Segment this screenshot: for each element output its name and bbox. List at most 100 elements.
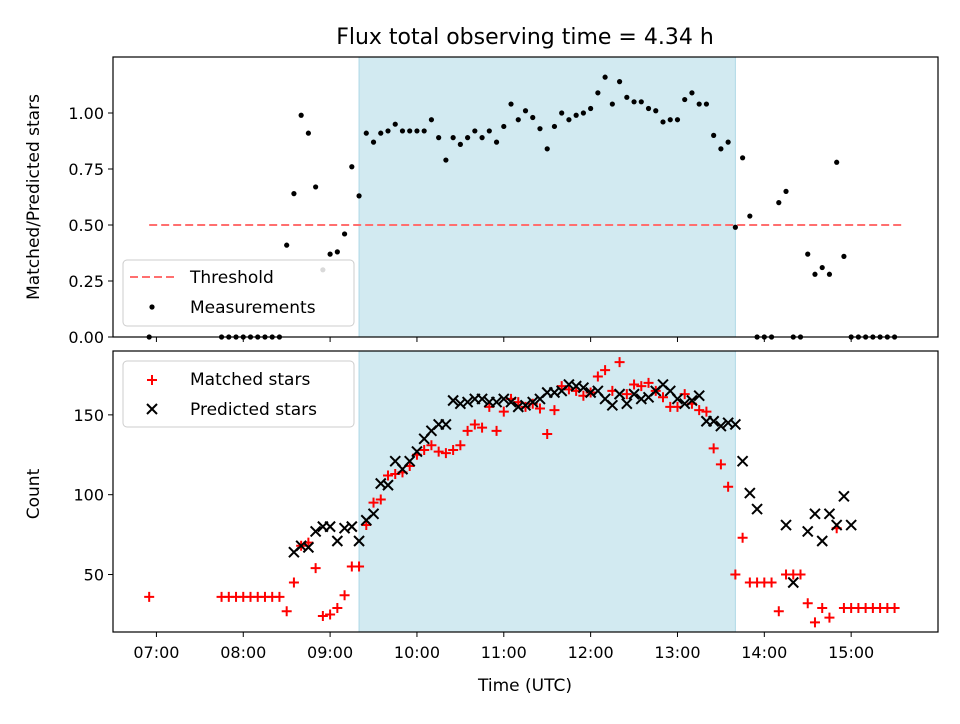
matched-star-point xyxy=(766,577,777,588)
measurement-point xyxy=(399,128,406,134)
measurement-point xyxy=(457,141,463,147)
measurement-point xyxy=(522,108,529,114)
legend-matched-label: Matched stars xyxy=(190,370,310,390)
matched-star-point xyxy=(817,603,828,614)
matched-star-point xyxy=(809,617,820,628)
measurement-point xyxy=(370,139,377,145)
measurement-point xyxy=(682,96,688,103)
matched-star-point xyxy=(889,603,900,614)
top-legend-box xyxy=(122,259,355,327)
measurement-point xyxy=(428,117,435,123)
matched-star-point xyxy=(354,561,365,572)
matched-star-point xyxy=(802,598,813,609)
predicted-star-point xyxy=(679,397,691,410)
measurement-point xyxy=(580,110,586,116)
top-ytick-label: 1.00 xyxy=(68,104,104,123)
predicted-star-point xyxy=(809,508,821,520)
matched-star-point xyxy=(288,577,299,588)
bottom-axes-frame xyxy=(112,350,939,633)
matched-star-point xyxy=(556,381,567,392)
predicted-star-point xyxy=(628,388,640,400)
measurement-point xyxy=(385,128,391,134)
legend-predicted-swatch xyxy=(146,403,158,415)
matched-star-point xyxy=(440,448,451,459)
xlabel: Time (UTC) xyxy=(477,676,572,696)
measurement-point xyxy=(363,130,369,136)
measurement-point xyxy=(479,135,485,141)
legend-measurements-label: Measurements xyxy=(190,298,316,318)
top-ytick-label: 0.25 xyxy=(68,272,104,291)
predicted-star-point xyxy=(736,455,749,467)
predicted-star-point xyxy=(490,396,503,408)
measurement-point xyxy=(305,130,311,136)
predicted-star-point xyxy=(838,490,850,502)
matched-star-point xyxy=(426,440,437,451)
predicted-star-point xyxy=(447,394,459,407)
measurement-point xyxy=(465,135,471,141)
measurement-point xyxy=(725,139,731,145)
measurement-point xyxy=(826,271,833,277)
matched-star-point xyxy=(658,392,668,403)
xtick-label: 15:00 xyxy=(828,643,874,662)
measurement-point xyxy=(566,117,572,123)
measurement-point xyxy=(537,126,543,132)
bottom-ytick-label: 150 xyxy=(73,406,104,425)
measurement-point xyxy=(711,132,717,138)
measurement-point xyxy=(645,105,652,112)
matched-star-point xyxy=(368,497,379,508)
matched-star-point xyxy=(534,403,545,414)
measurement-point xyxy=(819,264,825,271)
matched-star-point xyxy=(708,443,719,454)
matched-star-point xyxy=(375,494,386,505)
matched-star-point xyxy=(419,444,430,455)
matched-star-point xyxy=(317,611,328,622)
matched-star-point xyxy=(730,569,741,580)
predicted-star-point xyxy=(382,479,394,491)
measurement-point xyxy=(508,101,514,107)
matched-star-point xyxy=(469,419,480,430)
measurement-point xyxy=(530,114,536,121)
xtick-label: 13:00 xyxy=(654,643,700,662)
predicted-star-point xyxy=(527,396,539,408)
top-ytick-label: 0.00 xyxy=(68,328,104,347)
measurement-point xyxy=(378,130,384,136)
xtick-label: 10:00 xyxy=(394,643,440,662)
measurement-point xyxy=(834,159,840,165)
measurement-point xyxy=(349,164,355,170)
measurement-point xyxy=(356,193,362,199)
predicted-star-point xyxy=(787,576,799,589)
measurement-point xyxy=(588,105,594,112)
top-ylabel: Matched/Predicted stars xyxy=(24,94,44,300)
xtick-label: 11:00 xyxy=(481,643,527,662)
measurement-point xyxy=(812,271,818,277)
measurement-point xyxy=(631,99,637,105)
measurement-point xyxy=(689,90,695,96)
matched-star-point xyxy=(592,371,603,382)
matched-star-point xyxy=(542,429,553,440)
predicted-star-point xyxy=(309,525,322,538)
top-plot: 0.00 0.25 0.50 0.75 1.00 Threshold Measurement… xyxy=(68,56,939,347)
measurement-point xyxy=(341,231,348,237)
predicted-star-point xyxy=(411,445,423,458)
measurement-point xyxy=(674,117,681,123)
measurement-point xyxy=(327,251,333,257)
matched-star-point xyxy=(339,590,350,601)
predicted-star-point xyxy=(367,508,380,520)
matched-star-point xyxy=(332,603,343,614)
measurement-point xyxy=(653,108,659,114)
matched-star-point xyxy=(636,381,647,392)
measurement-point xyxy=(493,139,500,145)
predicted-star-point xyxy=(671,393,684,405)
top-observing-window xyxy=(358,56,736,338)
matched-star-point xyxy=(281,606,292,617)
measurement-point xyxy=(392,121,398,127)
predicted-star-point xyxy=(519,399,532,411)
matched-star-point xyxy=(448,444,459,455)
predicted-star-point xyxy=(302,541,315,554)
top-ytick-label: 0.75 xyxy=(68,160,104,179)
predicted-star-point xyxy=(353,535,365,547)
measurement-point xyxy=(602,74,608,80)
measurement-point xyxy=(515,117,521,123)
predicted-star-point xyxy=(476,393,488,405)
